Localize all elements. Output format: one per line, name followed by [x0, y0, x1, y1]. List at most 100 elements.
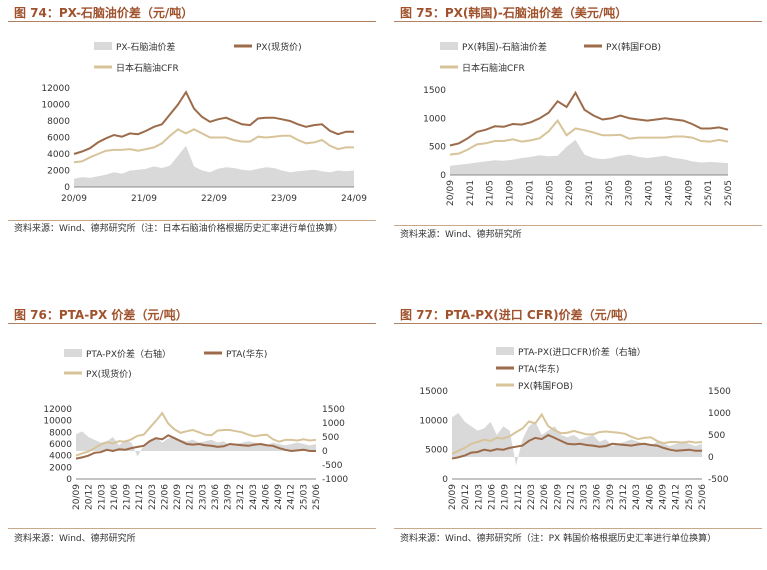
x-tick-label: 22/09 [173, 484, 183, 510]
chart-panel-76: 图 76：PTA-PX 价差（元/吨） PTA-PX价差（右轴） PTA(华东) P… [6, 302, 378, 570]
x-tick-label: 21/09 [123, 484, 133, 510]
legend-label: PX(韩国FOB) [606, 41, 661, 53]
x-tick-label: 24/05 [664, 180, 674, 206]
y-right-tick-label: 1500 [708, 387, 731, 397]
x-tick-label: 21/09 [501, 484, 511, 510]
x-tick-label: 23/09 [271, 194, 297, 204]
source-rule [8, 220, 376, 221]
x-tick-label: 24/09 [684, 180, 694, 206]
x-tick-label: 22/12 [186, 484, 196, 510]
legend-swatch-area [496, 347, 514, 355]
y-tick-label: 0 [66, 475, 72, 485]
x-tick-label: 25/03 [299, 484, 309, 510]
x-tick-label: 21/03 [474, 484, 484, 510]
x-tick-label: 23/09 [625, 180, 635, 206]
x-tick-label: 22/09 [565, 180, 575, 206]
legend-swatch-area [94, 42, 112, 50]
chart-panel-74: 图 74：PX-石脑油价差（元/吨） PX-石脑油价差 PX(现货价) 日本石脑油C… [6, 0, 378, 268]
x-tick-label: 25/06 [698, 484, 708, 510]
x-tick-label: 22/03 [148, 484, 158, 510]
x-tick-label: 21/06 [110, 484, 120, 510]
y-tick-label: 10000 [419, 416, 448, 426]
x-tick-label: 23/05 [605, 180, 615, 206]
series-line [75, 434, 316, 460]
legend-label: 日本石脑油CFR [116, 62, 179, 74]
source-rule [8, 528, 376, 529]
x-tick-label: 22/03 [527, 484, 537, 510]
legend-label: PTA-PX价差（右轴） [86, 348, 171, 360]
legend-label: PX(现货价) [86, 368, 132, 380]
y-right-tick-label: 0 [708, 453, 714, 463]
x-tick-label: 21/12 [514, 484, 524, 510]
source-rule [394, 225, 762, 226]
x-tick-label: 23/09 [224, 484, 234, 510]
y-tick-label: 10000 [41, 101, 70, 111]
x-tick-label: 23/12 [619, 484, 629, 510]
y-right-tick-label: 1000 [708, 409, 731, 419]
y-tick-label: 6000 [49, 440, 72, 450]
x-tick-label: 21/01 [466, 180, 476, 206]
y-tick-label: 4000 [49, 452, 72, 462]
title-rule [8, 21, 376, 22]
title-rule [394, 21, 762, 22]
x-tick-label: 24/12 [672, 484, 682, 510]
y-tick-label: 8000 [49, 428, 72, 438]
source-note: 资料来源：Wind、德邦研究所 [14, 534, 136, 544]
x-tick-label: 24/06 [645, 484, 655, 510]
x-tick-label: 24/03 [249, 484, 259, 510]
y-tick-label: 2000 [49, 463, 72, 473]
x-tick-label: 24/01 [645, 180, 655, 206]
y-tick-label: 1500 [423, 86, 446, 96]
x-tick-label: 20/09 [446, 180, 456, 206]
x-tick-label: 22/09 [553, 484, 563, 510]
x-tick-label: 24/06 [261, 484, 271, 510]
y-tick-label: 6000 [47, 134, 70, 144]
y-right-tick-label: 1000 [322, 419, 345, 429]
x-tick-label: 23/12 [236, 484, 246, 510]
y-tick-label: 10000 [43, 417, 72, 427]
x-tick-label: 25/03 [685, 484, 695, 510]
x-tick-label: 20/09 [72, 484, 82, 510]
x-tick-label: 21/09 [131, 194, 157, 204]
source-note: 资料来源：Wind、德邦研究所（注：日本石脑油价格根据历史汇率进行单位换算） [14, 224, 343, 234]
chart-panel-77: 图 77：PTA-PX(进口 CFR)价差（元/吨） PTA-PX(进口CFR)… [392, 302, 764, 570]
chart-title: 图 74：PX-石脑油价差（元/吨） [14, 6, 194, 20]
series-line [73, 128, 354, 164]
legend-label: PX-石脑油价差 [116, 41, 175, 53]
x-tick-label: 22/12 [566, 484, 576, 510]
y-tick-label: 15000 [419, 387, 448, 397]
legend-swatch-area [440, 42, 458, 50]
chart-title: 图 76：PTA-PX 价差（元/吨） [14, 308, 188, 322]
x-tick-label: 25/05 [724, 180, 734, 206]
y-tick-label: 1000 [423, 114, 446, 124]
source-rule [394, 528, 762, 529]
x-tick-label: 25/06 [312, 484, 322, 510]
chart-panel-75: 图 75：PX(韩国)-石脑油价差（美元/吨） PX(韩国)-石脑油价差 PX(韩… [392, 0, 764, 268]
x-tick-label: 22/06 [540, 484, 550, 510]
x-tick-label: 21/03 [97, 484, 107, 510]
chart-title: 图 77：PTA-PX(进口 CFR)价差（元/吨） [400, 308, 636, 322]
legend-label: PX(韩国FOB) [518, 380, 573, 392]
x-tick-label: 24/03 [632, 484, 642, 510]
series-area [74, 145, 354, 187]
series-line [451, 433, 702, 460]
y-tick-label: 4000 [47, 150, 70, 160]
series-line [449, 118, 729, 156]
legend-swatch-area [64, 349, 82, 357]
x-tick-label: 24/09 [274, 484, 284, 510]
y-tick-label: 12000 [43, 405, 72, 415]
series-line [73, 90, 354, 155]
series-line [75, 411, 317, 457]
x-tick-label: 20/09 [448, 484, 458, 510]
legend-label: PTA(华东) [518, 363, 559, 375]
y-tick-label: 500 [429, 143, 446, 153]
legend-label: PX(现货价) [256, 41, 302, 53]
y-tick-label: 2000 [47, 167, 70, 177]
x-tick-label: 21/12 [135, 484, 145, 510]
chart-77-svg: PTA-PX(进口CFR)价差（右轴）PTA(华东)PX(韩国FOB)05000… [419, 346, 731, 510]
y-right-tick-label: 500 [322, 433, 339, 443]
x-tick-label: 23/03 [580, 484, 590, 510]
x-tick-label: 22/09 [201, 194, 227, 204]
chart-74-svg: PX-石脑油价差 PX(现货价) 日本石脑油CFR 0 2000 4000 6000 8000… [41, 41, 367, 204]
legend-label: PTA-PX(进口CFR)价差（右轴） [518, 346, 646, 358]
